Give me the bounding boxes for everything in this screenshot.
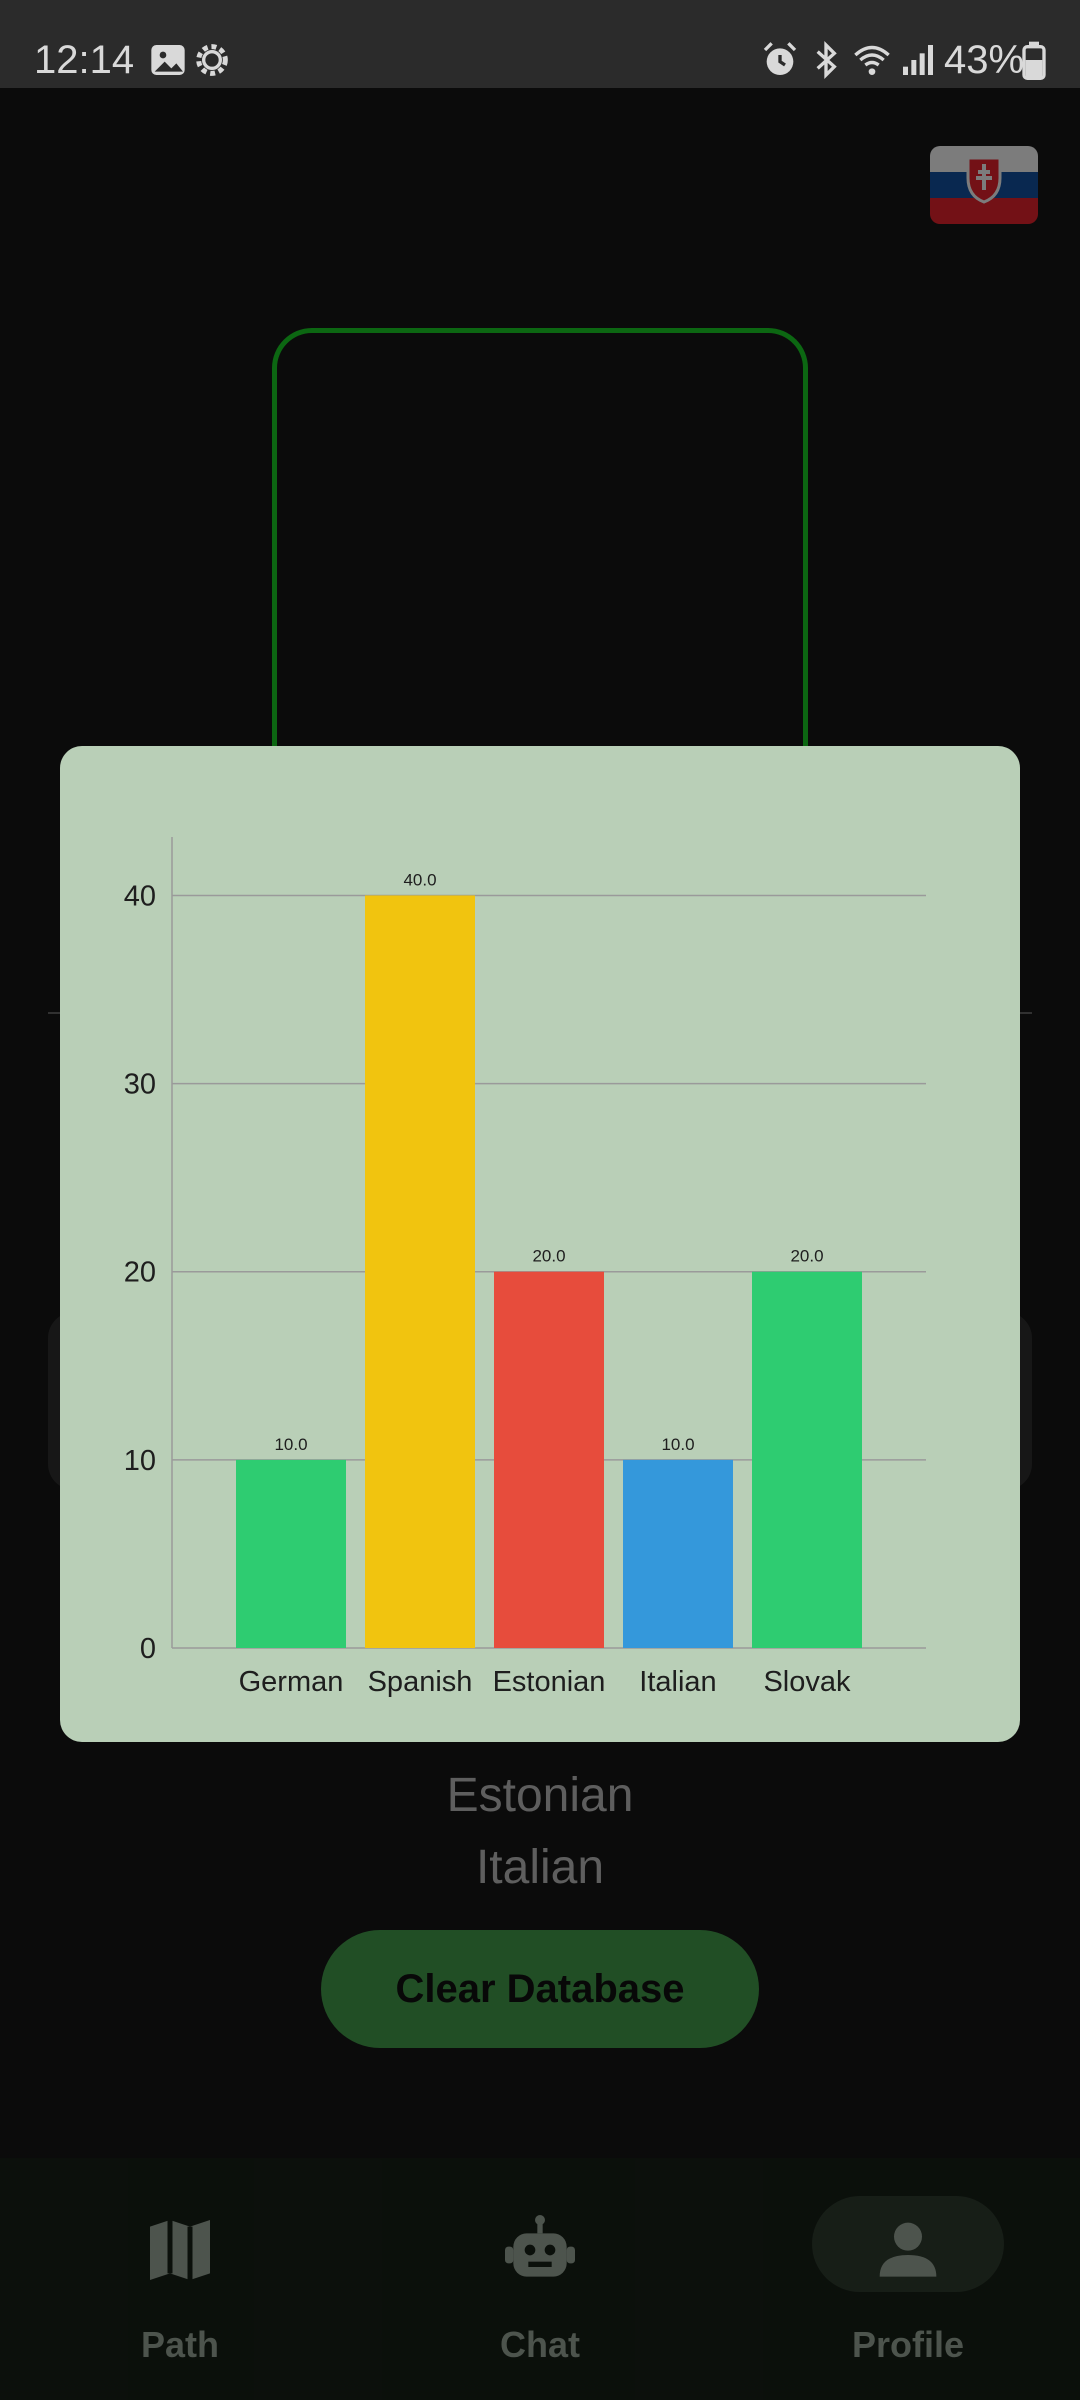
y-tick-label: 30 bbox=[124, 1069, 156, 1101]
robot-icon bbox=[505, 2215, 575, 2277]
nav-item-profile[interactable]: Profile bbox=[728, 2158, 1080, 2400]
bar bbox=[623, 1459, 733, 1648]
x-tick-label: Estonian bbox=[493, 1666, 606, 1698]
bar bbox=[494, 1271, 604, 1648]
y-tick-label: 10 bbox=[124, 1445, 156, 1477]
status-time: 12:14 bbox=[34, 38, 135, 82]
map-icon bbox=[150, 2220, 210, 2280]
bluetooth-icon bbox=[816, 40, 837, 80]
nav-item-path[interactable]: Path bbox=[0, 2158, 360, 2400]
data-label: 10.0 bbox=[274, 1435, 307, 1454]
x-tick-label: Spanish bbox=[368, 1666, 473, 1698]
chart-dialog: 0 10 20 30 40 10.0 German 40.0 Spanish 20.0 Estoni… bbox=[60, 746, 1020, 1742]
data-label: 10.0 bbox=[661, 1435, 694, 1454]
x-tick-label: Slovak bbox=[763, 1666, 851, 1698]
phone-outline-graphic bbox=[272, 328, 808, 848]
bar-chart: 0 10 20 30 40 10.0 German 40.0 Spanish 20.0 Estoni… bbox=[124, 837, 926, 1698]
wifi-icon bbox=[854, 45, 890, 75]
bar bbox=[752, 1271, 862, 1648]
language-item: Italian bbox=[475, 1841, 605, 1894]
data-label: 20.0 bbox=[790, 1247, 823, 1266]
data-label: 40.0 bbox=[403, 870, 436, 889]
y-tick-label: 0 bbox=[140, 1633, 156, 1665]
x-tick-label: Italian bbox=[639, 1666, 716, 1698]
bar bbox=[365, 895, 475, 1648]
y-tick-label: 20 bbox=[124, 1257, 156, 1289]
status-bar: 12:14 43% bbox=[0, 0, 1080, 88]
alarm-icon bbox=[763, 42, 797, 75]
y-tick-label: 40 bbox=[124, 880, 156, 912]
battery-icon bbox=[1022, 41, 1046, 80]
image-icon bbox=[151, 45, 185, 75]
slovakia-flag-icon[interactable] bbox=[930, 146, 1038, 224]
nav-label: Chat bbox=[500, 2324, 580, 2365]
nav-item-chat[interactable]: Chat bbox=[360, 2158, 720, 2400]
person-icon bbox=[879, 2222, 937, 2277]
signal-icon bbox=[903, 45, 933, 75]
settings-gear-icon bbox=[196, 44, 228, 76]
nav-label: Path bbox=[140, 2324, 219, 2365]
language-item: Estonian bbox=[446, 1769, 634, 1822]
x-tick-label: German bbox=[239, 1666, 344, 1698]
data-label: 20.0 bbox=[532, 1247, 565, 1266]
nav-label: Profile bbox=[851, 2324, 965, 2365]
battery-percent: 43% bbox=[944, 38, 1025, 82]
bar bbox=[236, 1459, 346, 1648]
clear-database-button[interactable]: Clear Database bbox=[321, 1930, 759, 2048]
